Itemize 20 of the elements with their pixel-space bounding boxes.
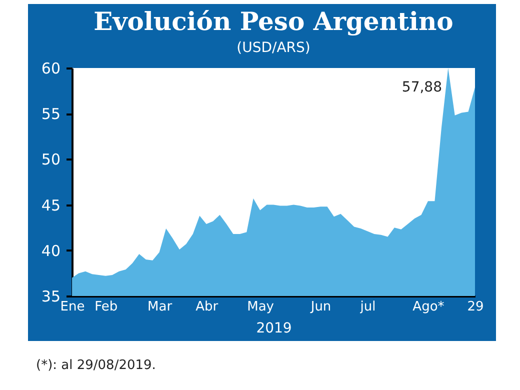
y-tick-label: 45: [41, 196, 60, 214]
y-tick-label: 40: [41, 242, 60, 260]
x-tick-label: Jun: [310, 300, 332, 314]
x-tick-label: Mar: [148, 300, 173, 314]
text: (*): al 29/08/2019.: [36, 358, 156, 373]
chart-subtitle: (USD/ARS): [236, 40, 310, 56]
y-tick-label: 55: [41, 105, 60, 124]
y-tick-label: 60: [41, 60, 60, 78]
x-tick-label: Feb: [94, 300, 118, 314]
x-tick-label: jul: [359, 300, 376, 314]
x-axis-title: 2019: [256, 320, 292, 336]
x-tick-label: Ene: [60, 300, 85, 314]
x-tick-label: May: [247, 300, 274, 314]
y-tick-label: 35: [41, 288, 60, 306]
x-tick-label: 29: [467, 300, 484, 314]
x-tick-label: Abr: [196, 300, 219, 314]
annotation: 57,88: [402, 79, 442, 96]
y-tick-label: 50: [41, 150, 60, 169]
x-tick-label: Ago*: [412, 300, 445, 314]
chart-title: Evolución Peso Argentino: [94, 7, 454, 36]
